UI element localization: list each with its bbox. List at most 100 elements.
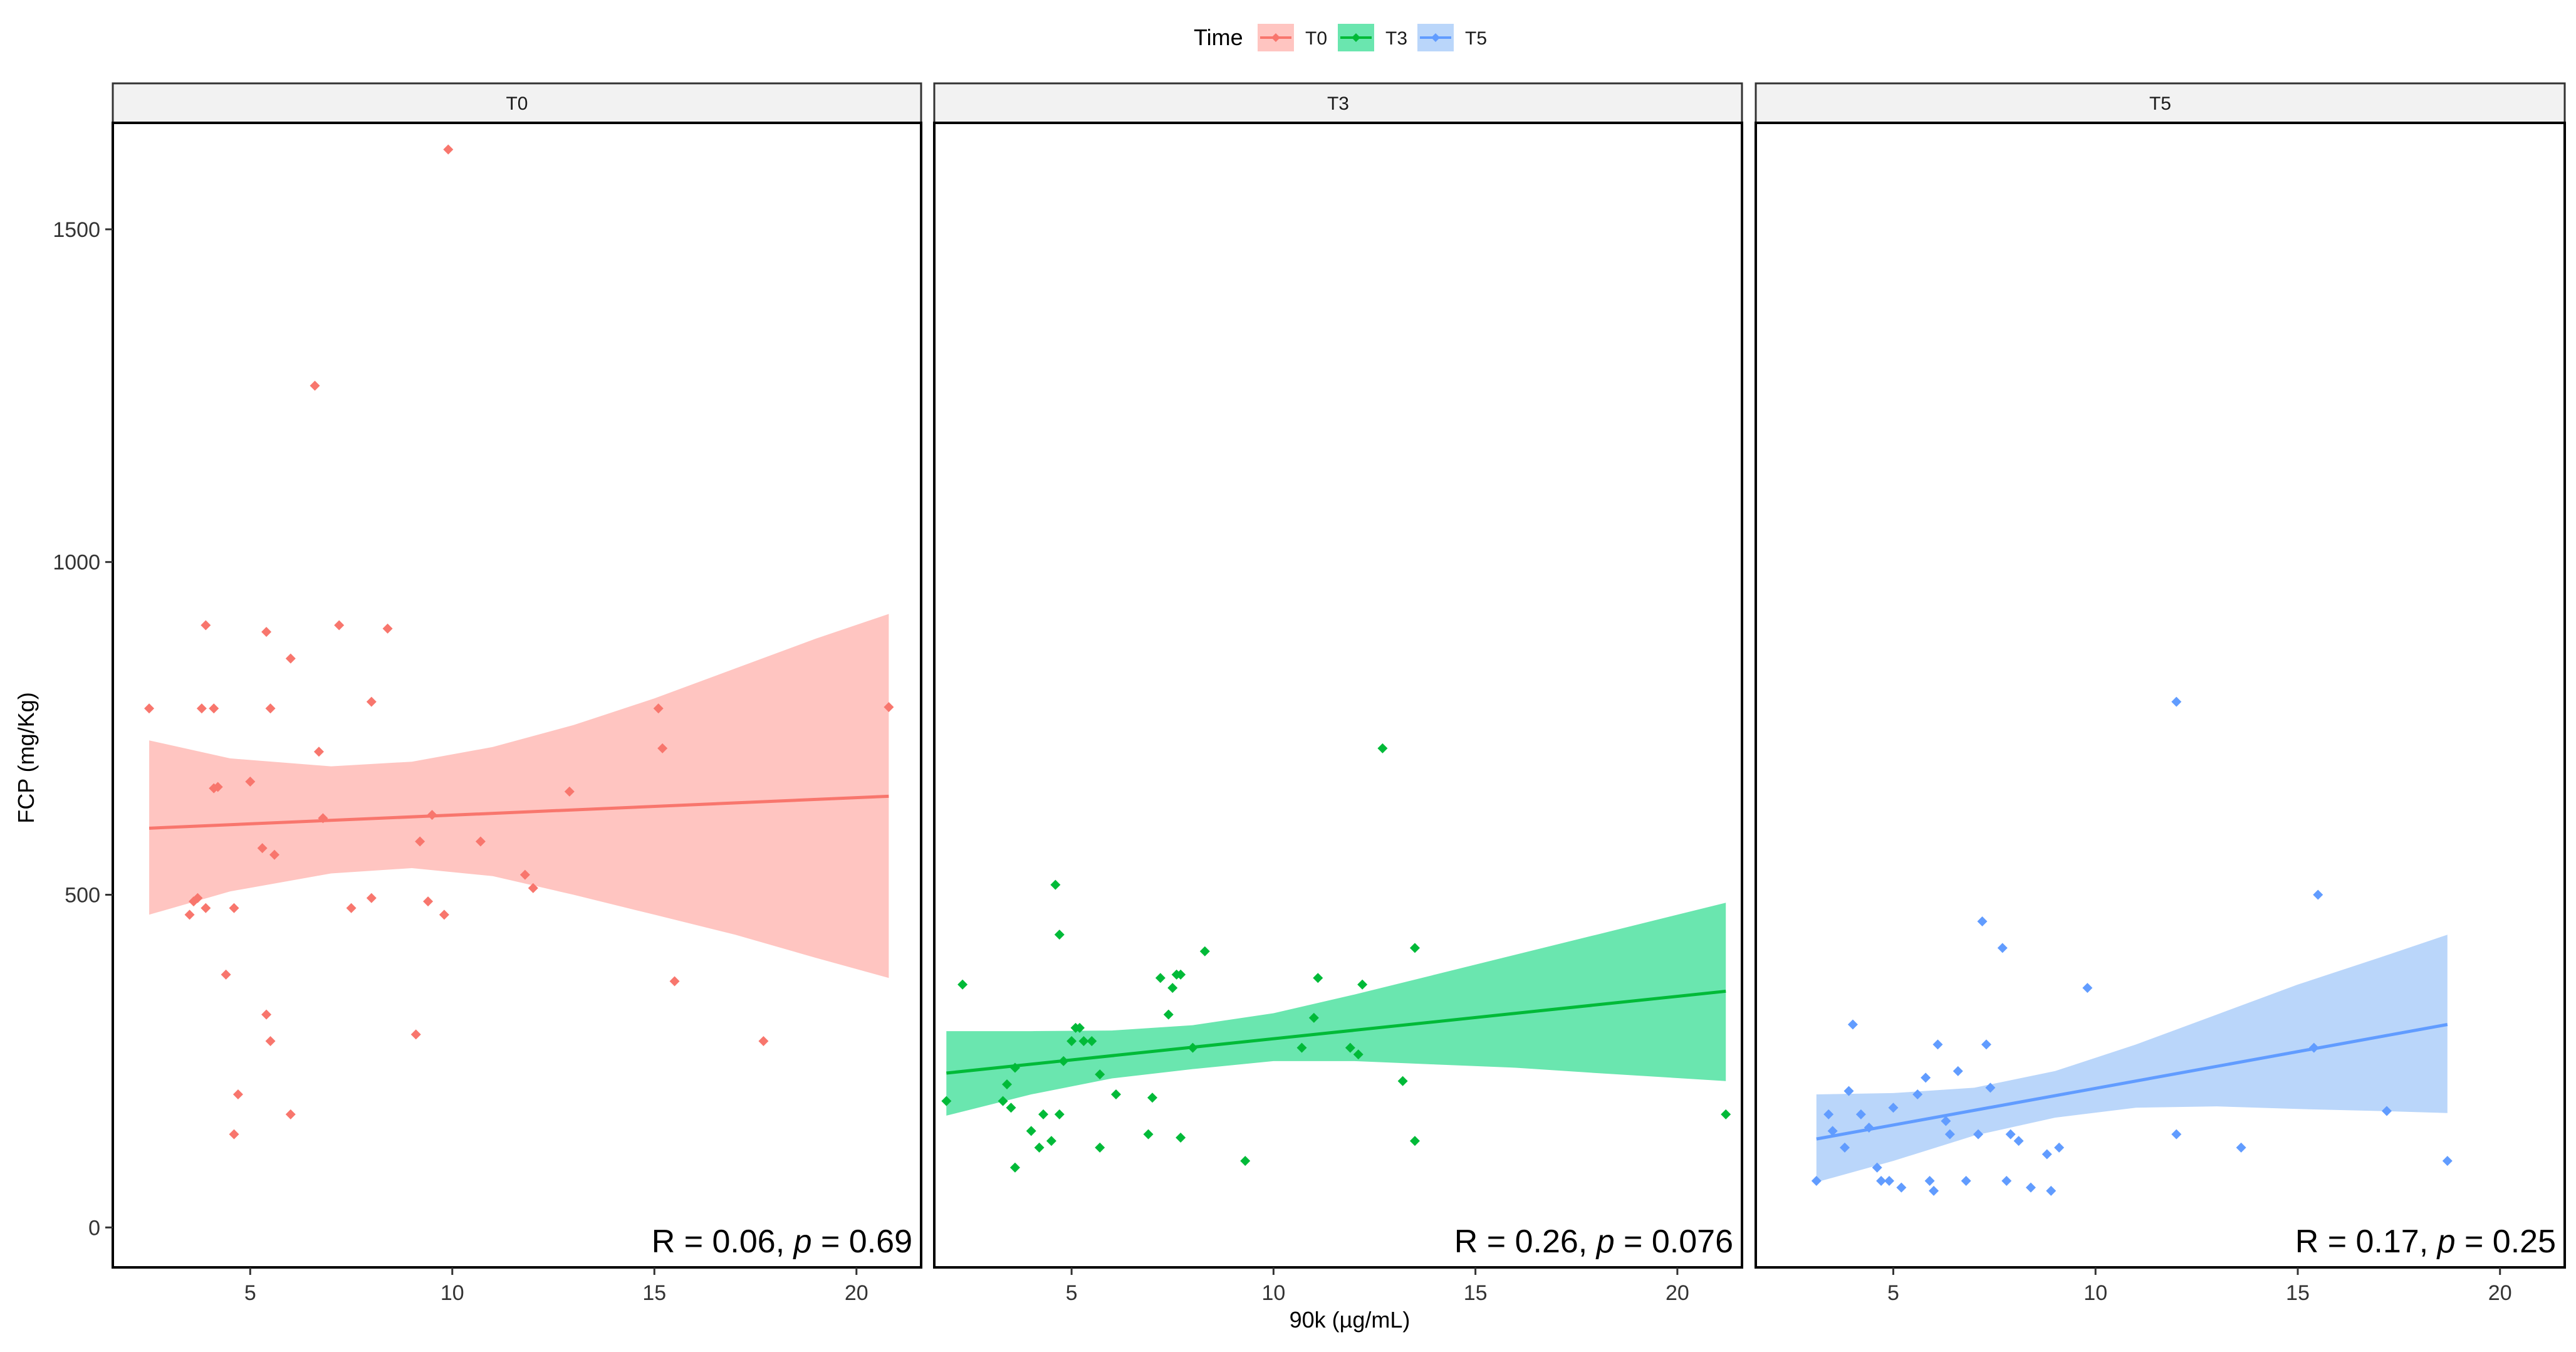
data-point: [265, 703, 276, 714]
legend-label: T3: [1385, 28, 1407, 49]
legend-marker: [1271, 33, 1280, 42]
data-point: [657, 743, 668, 753]
data-point: [285, 653, 296, 664]
data-point: [1034, 1142, 1045, 1153]
data-point: [1409, 943, 1420, 953]
data-point: [1397, 1076, 1408, 1086]
data-point: [1941, 1116, 1951, 1126]
data-point: [1876, 1175, 1887, 1186]
legend: Time T0 T3 T5: [1194, 24, 1487, 51]
data-point: [2171, 1129, 2182, 1140]
data-point: [1721, 1109, 1731, 1119]
data-point: [2381, 1106, 2392, 1116]
data-point: [382, 623, 393, 634]
legend-marker: [1352, 33, 1360, 42]
confidence-band: [946, 903, 1726, 1116]
data-point: [528, 883, 538, 893]
data-point: [212, 782, 223, 792]
data-point: [2046, 1185, 2057, 1196]
data-point: [1046, 1136, 1056, 1146]
panel-t3: T3 5 10 15 20 R = 0.26, p = 0.076: [933, 82, 1743, 1305]
data-point: [201, 903, 211, 913]
data-point: [2042, 1149, 2052, 1160]
data-point: [1921, 1072, 1931, 1083]
data-point: [144, 703, 155, 714]
data-point: [285, 1109, 296, 1119]
data-point: [313, 747, 324, 757]
data-point: [201, 620, 211, 631]
data-point: [232, 1089, 243, 1099]
data-point: [669, 976, 680, 987]
data-point: [1095, 1142, 1105, 1153]
data-point: [1855, 1109, 1866, 1119]
x-tick-label: 10: [441, 1281, 464, 1305]
data-point: [1176, 1132, 1186, 1143]
correlation-annotation: R = 0.06, p = 0.69: [652, 1224, 912, 1260]
y-axis: 0 500 1000 1500: [53, 218, 113, 1240]
data-point: [1912, 1089, 1923, 1099]
x-tick-label: 20: [845, 1281, 868, 1305]
data-point: [221, 969, 231, 980]
correlation-annotation: R = 0.17, p = 0.25: [2295, 1224, 2556, 1260]
data-point: [653, 703, 664, 714]
data-point: [261, 627, 272, 637]
legend-key-t5: T5: [1417, 24, 1487, 51]
data-point: [1026, 1126, 1036, 1136]
data-point: [2001, 1175, 2012, 1186]
x-axis-title: 90k (µg/mL): [1290, 1307, 1411, 1333]
x-tick-label: 10: [1261, 1281, 1285, 1305]
data-point: [1843, 1086, 1854, 1096]
data-point: [1002, 1079, 1013, 1090]
data-point: [1953, 1066, 1963, 1076]
data-point: [1827, 1126, 1838, 1136]
data-point: [1345, 1042, 1355, 1053]
data-point: [261, 1009, 272, 1020]
x-tick-label: 5: [1066, 1281, 1078, 1305]
data-point: [192, 893, 203, 903]
data-point: [1176, 969, 1186, 980]
legend-title: Time: [1194, 24, 1243, 50]
data-point: [1087, 1036, 1097, 1047]
regression-line: [946, 989, 1726, 1075]
data-point: [2054, 1142, 2065, 1153]
panel-border: [933, 122, 1743, 1269]
data-point: [1888, 1103, 1899, 1113]
data-point: [1147, 1093, 1158, 1103]
data-point: [1078, 1036, 1089, 1047]
data-point: [1054, 930, 1065, 940]
x-tick-label: 20: [2488, 1281, 2512, 1305]
data-point: [1944, 1129, 1955, 1140]
data-point: [564, 786, 575, 797]
data-point: [1009, 1162, 1020, 1173]
data-point: [2442, 1156, 2453, 1166]
x-tick-label: 15: [1464, 1281, 1488, 1305]
data-point: [1823, 1109, 1834, 1119]
data-point: [758, 1036, 769, 1047]
data-point: [1840, 1142, 1850, 1153]
data-point: [1377, 743, 1388, 753]
data-point: [423, 896, 434, 907]
correlation-annotation: R = 0.26, p = 0.076: [1454, 1224, 1733, 1260]
x-tick-label: 20: [1666, 1281, 1689, 1305]
legend-key-t3: T3: [1338, 24, 1407, 51]
data-point: [439, 909, 449, 920]
data-point: [269, 849, 279, 860]
data-point: [229, 1129, 239, 1140]
x-tick-label: 10: [2083, 1281, 2107, 1305]
data-point: [1163, 1009, 1174, 1020]
data-point: [184, 909, 195, 920]
data-point: [1811, 1175, 1822, 1186]
data-point: [257, 843, 268, 854]
data-point: [1066, 1036, 1077, 1047]
data-point: [1961, 1175, 1971, 1186]
data-point: [1985, 1082, 1996, 1093]
data-point: [941, 1096, 952, 1106]
data-point: [1199, 946, 1210, 956]
data-point: [229, 903, 239, 913]
strip-label: T0: [506, 93, 528, 114]
data-point: [2005, 1129, 2016, 1140]
data-point: [1932, 1039, 1943, 1050]
y-tick-label: 500: [65, 883, 100, 907]
y-tick-label: 0: [88, 1216, 100, 1240]
strip-t5: [1755, 82, 2566, 124]
